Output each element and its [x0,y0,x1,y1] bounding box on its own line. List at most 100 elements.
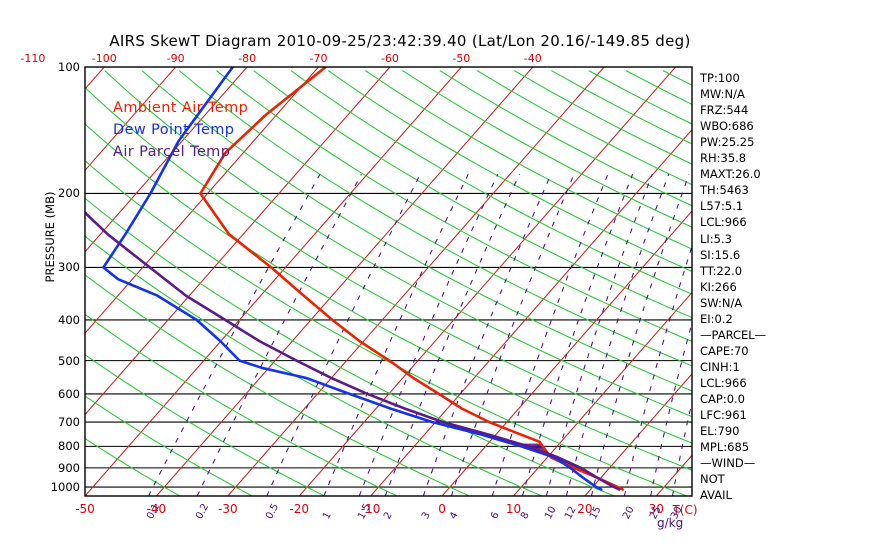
pressure-tick: 500 [58,353,80,368]
stat-line: RH:35.8 [700,151,747,166]
bottom-temp-tick: 10 [505,502,522,516]
plot-frame [84,66,693,497]
mixing-ratio-line [358,173,499,496]
top-temp-tick: -90 [166,52,185,65]
top-temp-tick: -40 [523,52,542,65]
legend-item-ambient: Ambient Air Temp [113,100,249,116]
mixing-ratio-line [545,174,653,496]
isotherm-line [156,67,534,496]
isotherm-line [298,67,676,496]
mixing-ratio-line [650,321,692,496]
top-temp-tick: -50 [452,52,471,65]
stat-line: MW:N/A [700,87,745,102]
mixing-ratio-line [671,399,692,496]
bottom-temp-tick: -50 [75,502,95,516]
dry-adiabat-line [290,70,692,295]
top-temp-tick: -70 [309,52,328,65]
bottom-temp-tick: -30 [218,502,238,516]
dry-adiabat-line [178,70,692,367]
isotherm-line [85,67,462,496]
stat-line: LFC:961 [700,408,747,423]
dry-adiabat-line [85,354,325,496]
stat-line: EL:790 [700,424,740,439]
dry-adiabat-line [85,274,470,496]
bottom-temp-tick: 0 [438,502,446,516]
y-axis-title-wrap: PRESSURE (MB) [20,0,80,560]
dry-adiabat-line [85,395,253,496]
mixing-ratio-line [148,173,321,496]
dry-adiabat-line [216,70,692,343]
bottom-temp-tick: -40 [146,502,167,516]
legend-item-parcel: Air Parcel Temp [113,144,231,160]
isotherm-line [655,454,692,496]
stat-line: —PARCEL— [700,327,767,342]
dewpoint-curve [102,67,603,491]
parcel-temp-curve [85,210,621,491]
bottom-temp-tick: 20 [577,502,593,516]
top-temp-tick: -100 [91,52,117,65]
stat-line: TT:22.0 [700,263,743,278]
stat-line: KI:266 [700,279,737,294]
mixing-ratio-layer [148,173,692,496]
pressure-tick: 1000 [50,480,80,495]
bottom-temp-tick: -10 [360,502,381,516]
stat-line: PW:25.25 [700,135,755,150]
dry-adiabat-layer [85,70,692,496]
page-title: AIRS SkewT Diagram 2010-09-25/23:42:39.4… [109,32,691,50]
bottom-temp-tick: 30 [648,502,664,516]
dry-adiabat-line [85,437,181,496]
x-axis-title-temp: T(C) [672,503,698,517]
mixing-ratio-line [623,244,692,496]
stat-line: NOT [700,472,725,487]
dry-adiabat-line [85,197,615,496]
pressure-tick: 600 [58,386,80,401]
top-temp-tick: -80 [238,52,257,65]
x-axis-title-mixing-ratio: g/kg [657,516,684,530]
stat-line: MPL:685 [700,440,750,455]
sounding-curves-layer [85,67,625,491]
stat-line: FRZ:544 [700,103,749,118]
dry-adiabat-line [85,160,687,496]
pressure-tick: 300 [58,260,80,275]
isotherm-line [441,210,692,496]
stat-line: LCL:966 [700,375,747,390]
pressure-tick: 100 [58,60,80,74]
stat-line: LCL:966 [700,215,747,230]
mixing-ratio-line [196,173,362,496]
pressure-tick: 200 [58,186,80,201]
dry-adiabat-line [104,70,692,418]
mixing-ratio-line [590,174,690,496]
legend-item-dewpoint: Dew Point Temp [113,122,235,138]
dry-adiabat-line [85,86,692,444]
stat-line: LI:5.3 [700,231,732,246]
stat-line: SI:15.6 [700,247,741,262]
pressure-tick: 700 [58,415,80,430]
pressure-tick: 400 [58,312,80,327]
dry-adiabat-line [662,70,692,86]
pressure-tick: 900 [58,460,80,475]
stat-line: EI:0.2 [700,311,733,326]
dry-adiabat-line [85,313,398,496]
dry-adiabat-line [439,70,692,207]
top-temp-tick: -110 [20,52,46,65]
stat-line: CAPE:70 [700,343,749,358]
isotherm-line [85,67,391,416]
isotherm-line [799,67,870,496]
stat-line: TH:5463 [700,183,749,198]
top-temp-tick: -60 [380,52,399,65]
dry-adiabat-line [141,70,692,392]
isotherm-line [227,67,605,496]
isotherm-line [85,67,319,334]
dry-adiabat-line [85,235,543,496]
mixing-ratio-line [491,174,609,496]
pressure-tick: 800 [58,439,80,454]
stat-line: L57:5.1 [700,199,744,214]
mixing-ratio-line [565,174,670,496]
stat-line: AVAIL [700,488,732,503]
mixing-ratio-line [450,173,575,496]
isotherm-line [513,291,692,496]
dry-adiabat-line [365,70,692,250]
mixing-ratio-line [521,174,634,496]
